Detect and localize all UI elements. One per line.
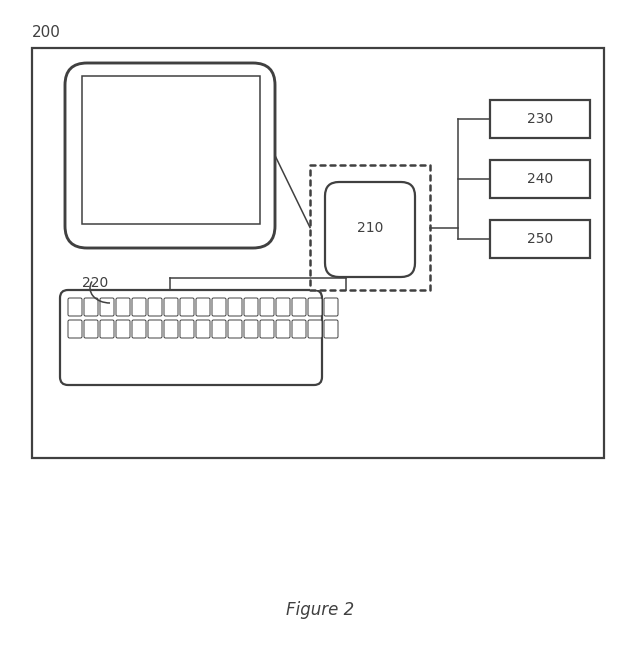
FancyBboxPatch shape: [100, 298, 114, 316]
FancyBboxPatch shape: [60, 290, 322, 385]
FancyBboxPatch shape: [244, 320, 258, 338]
FancyBboxPatch shape: [212, 298, 226, 316]
FancyBboxPatch shape: [324, 298, 338, 316]
FancyBboxPatch shape: [68, 298, 82, 316]
FancyBboxPatch shape: [196, 320, 210, 338]
FancyBboxPatch shape: [308, 298, 322, 316]
FancyBboxPatch shape: [244, 298, 258, 316]
FancyBboxPatch shape: [196, 298, 210, 316]
FancyBboxPatch shape: [164, 298, 178, 316]
FancyBboxPatch shape: [228, 298, 242, 316]
Bar: [310, 165, 430, 290]
FancyBboxPatch shape: [276, 320, 290, 338]
FancyBboxPatch shape: [325, 182, 415, 277]
FancyBboxPatch shape: [84, 298, 98, 316]
Text: 210: 210: [357, 221, 383, 235]
Bar: [490, 160, 590, 198]
FancyBboxPatch shape: [148, 298, 162, 316]
FancyBboxPatch shape: [260, 298, 274, 316]
Bar: [490, 100, 590, 138]
FancyBboxPatch shape: [65, 63, 275, 248]
FancyBboxPatch shape: [260, 320, 274, 338]
FancyBboxPatch shape: [116, 320, 130, 338]
FancyBboxPatch shape: [132, 320, 146, 338]
FancyBboxPatch shape: [132, 298, 146, 316]
FancyBboxPatch shape: [292, 320, 306, 338]
FancyBboxPatch shape: [164, 320, 178, 338]
FancyBboxPatch shape: [84, 320, 98, 338]
Bar: [490, 220, 590, 258]
Text: 250: 250: [527, 232, 553, 246]
FancyBboxPatch shape: [228, 320, 242, 338]
Text: 230: 230: [527, 112, 553, 126]
Text: 200: 200: [32, 25, 61, 40]
FancyBboxPatch shape: [292, 298, 306, 316]
FancyBboxPatch shape: [180, 298, 194, 316]
FancyBboxPatch shape: [116, 298, 130, 316]
FancyBboxPatch shape: [324, 320, 338, 338]
Text: 240: 240: [527, 172, 553, 186]
FancyBboxPatch shape: [212, 320, 226, 338]
Text: 220: 220: [82, 276, 108, 290]
FancyBboxPatch shape: [276, 298, 290, 316]
FancyBboxPatch shape: [148, 320, 162, 338]
Text: Figure 2: Figure 2: [286, 601, 354, 619]
FancyBboxPatch shape: [180, 320, 194, 338]
Bar: [32, 48, 604, 458]
FancyBboxPatch shape: [308, 320, 322, 338]
Bar: [82, 76, 260, 224]
FancyBboxPatch shape: [68, 320, 82, 338]
FancyBboxPatch shape: [100, 320, 114, 338]
